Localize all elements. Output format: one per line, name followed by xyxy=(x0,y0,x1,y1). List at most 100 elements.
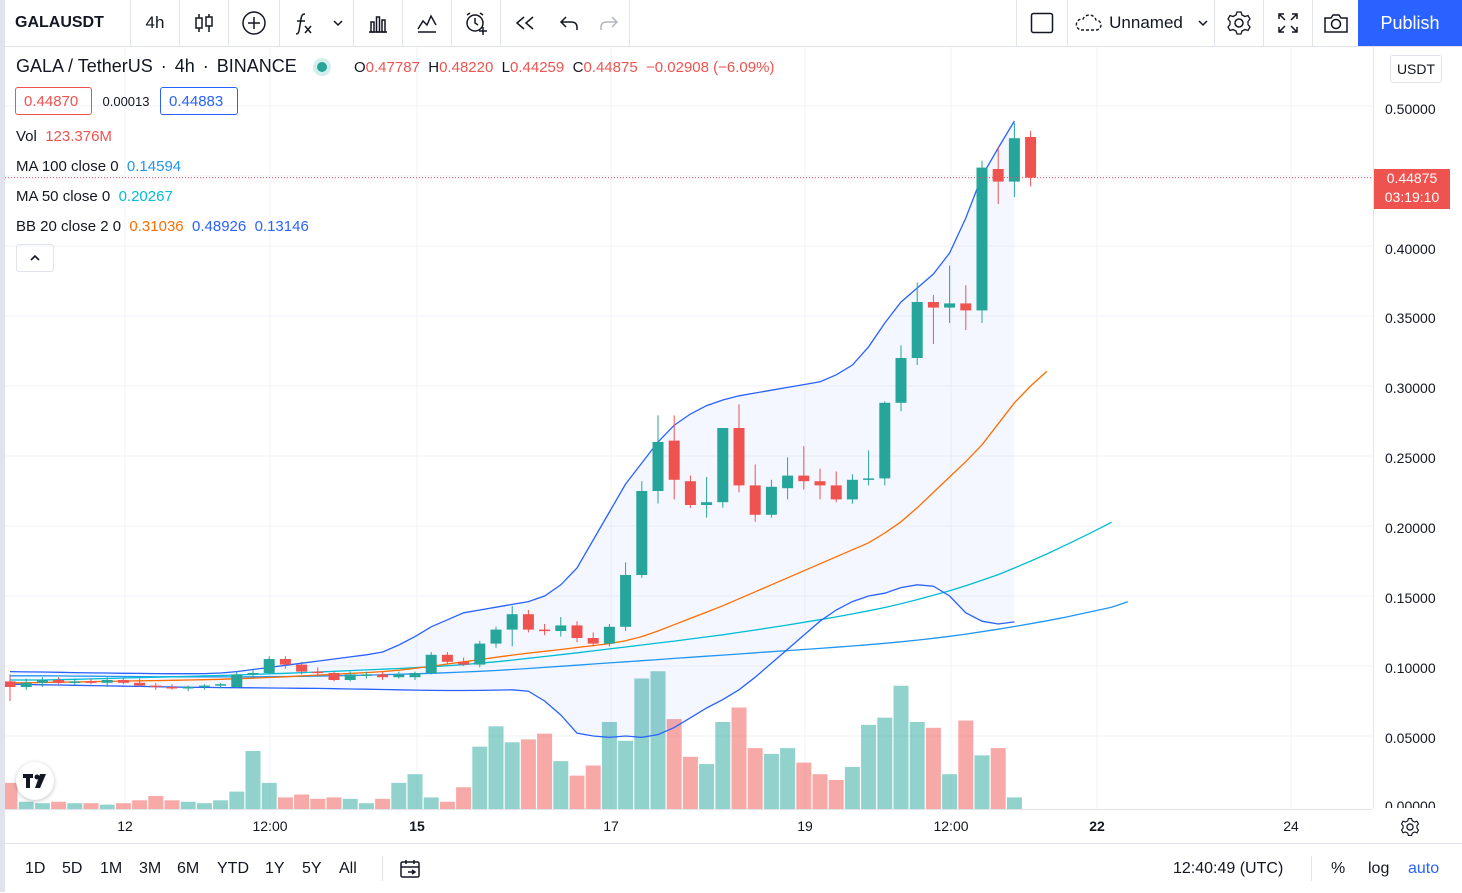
countdown-value: 03:19:10 xyxy=(1384,189,1440,205)
candle-body xyxy=(539,629,551,632)
volume-bar xyxy=(245,751,261,809)
candle-body xyxy=(652,442,664,491)
volume-bar xyxy=(780,748,796,809)
market-status-icon[interactable] xyxy=(316,61,327,72)
symbol-title[interactable]: GALA / TetherUS xyxy=(16,56,153,76)
layout-name-button[interactable]: Unnamed xyxy=(1068,0,1214,46)
layout-icon[interactable] xyxy=(1017,0,1067,46)
volume-bar xyxy=(148,795,164,809)
time-label: 24 xyxy=(1283,818,1299,834)
ma100-legend[interactable]: MA 100 close 0 0.14594 xyxy=(16,158,181,175)
ma50-legend[interactable]: MA 50 close 0 0.20267 xyxy=(16,188,173,205)
bottom-toolbar: 1D 5D 1M 3M 6M YTD 1Y 5Y All 12:40:49 (U… xyxy=(5,843,1462,893)
camera-icon[interactable] xyxy=(1313,0,1358,46)
legend-separator: · xyxy=(202,56,209,76)
candle-body xyxy=(231,674,243,687)
volume-legend[interactable]: Vol 123.376M xyxy=(16,128,112,145)
chart-pane[interactable] xyxy=(2,47,1372,809)
symbol-search-button[interactable]: GALAUSDT xyxy=(15,14,104,31)
toolbar-divider xyxy=(353,0,354,46)
legend-interval[interactable]: 4h xyxy=(174,56,195,76)
range-5d-button[interactable]: 5D xyxy=(62,859,83,877)
chevron-down-icon xyxy=(1198,20,1208,27)
buy-price-button[interactable]: 0.44883 xyxy=(160,87,238,115)
candle-body xyxy=(976,167,988,311)
currency-button[interactable]: USDT xyxy=(1390,55,1442,83)
candle-body xyxy=(765,486,777,515)
candle-body xyxy=(555,625,567,631)
candle-body xyxy=(701,502,713,505)
candle-body xyxy=(296,664,308,672)
indicator-label: BB 20 close 2 0 xyxy=(16,218,122,235)
time-label: 22 xyxy=(1089,818,1105,834)
candle-body xyxy=(1008,138,1020,182)
alert-icon[interactable] xyxy=(452,0,500,46)
candles-icon[interactable] xyxy=(180,0,228,46)
indicator-value: 0.31036 xyxy=(129,218,184,235)
goto-date-icon[interactable] xyxy=(399,844,421,893)
fx-icon[interactable] xyxy=(283,0,323,46)
candle-body xyxy=(863,478,875,480)
candle-body xyxy=(668,440,680,480)
tv-logo-icon xyxy=(23,774,46,788)
scale-settings-icon[interactable] xyxy=(1398,815,1422,839)
time-label: 12:00 xyxy=(252,818,288,834)
range-all-button[interactable]: All xyxy=(339,859,357,877)
indicator-value: 0.20267 xyxy=(118,188,173,205)
volume-bar xyxy=(229,791,245,809)
price-label: 0.35000 xyxy=(1385,310,1436,326)
volume-bar xyxy=(909,722,925,809)
price-chart[interactable] xyxy=(2,47,1372,809)
candle-body xyxy=(36,680,48,683)
volume-bar xyxy=(375,798,391,809)
range-1y-button[interactable]: 1Y xyxy=(265,859,285,877)
redo-icon[interactable] xyxy=(589,0,629,46)
left-edge xyxy=(0,0,5,892)
candle-body xyxy=(1025,136,1037,178)
time-label: 17 xyxy=(603,818,619,834)
candle-body xyxy=(992,169,1004,182)
undo-icon[interactable] xyxy=(549,0,589,46)
price-scale[interactable] xyxy=(1373,47,1462,809)
clock-display[interactable]: 12:40:49 (UTC) xyxy=(1173,859,1284,877)
volume-bar xyxy=(666,719,682,809)
series-legend: GALA / TetherUS · 4h · BINANCE xyxy=(16,56,327,77)
range-ytd-button[interactable]: YTD xyxy=(217,859,249,877)
candle-body xyxy=(328,673,340,680)
range-5y-button[interactable]: 5Y xyxy=(302,859,322,877)
range-1m-button[interactable]: 1M xyxy=(100,859,123,877)
chevron-down-icon[interactable] xyxy=(323,0,353,46)
volume-bar xyxy=(132,800,148,809)
price-label: 0.15000 xyxy=(1385,590,1436,606)
interval-button[interactable]: 4h xyxy=(145,13,165,32)
indicators-icon[interactable] xyxy=(403,0,451,46)
collapse-legend-button[interactable] xyxy=(16,244,54,272)
candle-body xyxy=(620,575,632,627)
range-6m-button[interactable]: 6M xyxy=(177,859,200,877)
low-label: L xyxy=(501,59,511,76)
publish-button[interactable]: Publish xyxy=(1358,0,1462,46)
volume-bar xyxy=(520,739,536,809)
range-1d-button[interactable]: 1D xyxy=(25,859,46,877)
fullscreen-icon[interactable] xyxy=(1264,0,1312,46)
candle-body xyxy=(4,681,16,687)
replay-icon[interactable] xyxy=(501,0,549,46)
bar-chart-icon[interactable] xyxy=(354,0,402,46)
sell-price-button[interactable]: 0.44870 xyxy=(15,87,92,115)
range-3m-button[interactable]: 3M xyxy=(139,859,162,877)
volume-bar xyxy=(958,720,974,809)
volume-bar xyxy=(18,801,34,809)
volume-bar xyxy=(277,797,293,809)
time-scale[interactable]: 12 12:00 15 17 19 12:00 22 24 xyxy=(5,809,1372,844)
log-toggle[interactable]: log xyxy=(1368,859,1390,877)
candle-body xyxy=(20,682,32,687)
layout-name-label: Unnamed xyxy=(1109,13,1183,32)
auto-toggle[interactable]: auto xyxy=(1408,859,1440,877)
tradingview-logo[interactable] xyxy=(16,762,54,800)
settings-icon[interactable] xyxy=(1215,0,1263,46)
percent-toggle[interactable]: % xyxy=(1331,859,1346,877)
candle-body xyxy=(798,475,810,482)
add-indicator-icon[interactable] xyxy=(229,0,279,46)
legend-exchange[interactable]: BINANCE xyxy=(216,56,297,76)
bb-legend[interactable]: BB 20 close 2 0 0.31036 0.48926 0.13146 xyxy=(16,218,309,235)
